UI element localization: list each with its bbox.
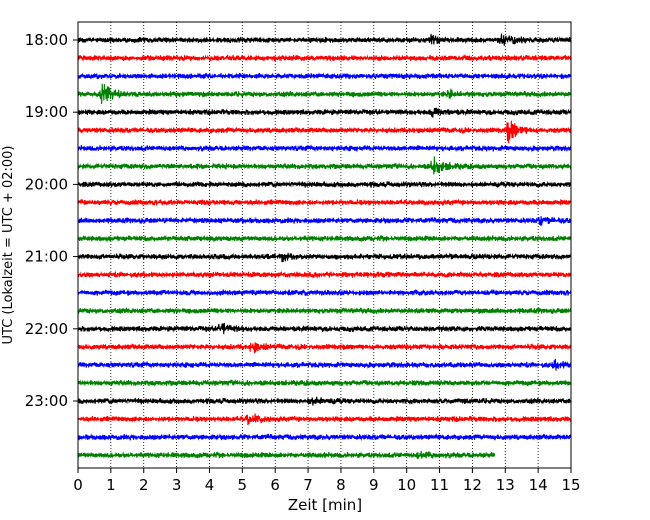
trace-2245 (77, 378, 572, 387)
y-axis-label: UTC (Lokalzeit = UTC + 02:00) (1, 146, 16, 345)
x-tick-label: 1 (106, 476, 116, 494)
x-tick-label: 14 (529, 476, 548, 494)
trace-2000 (77, 180, 572, 189)
x-tick-label: 0 (73, 476, 83, 494)
x-tick-label: 10 (397, 476, 416, 494)
trace-1945 (77, 156, 572, 175)
x-tick-label: 2 (139, 476, 149, 494)
x-tick-label: 8 (336, 476, 346, 494)
trace-1930 (77, 144, 572, 153)
trace-2115 (77, 270, 572, 279)
seismogram-traces (77, 33, 572, 459)
trace-2215 (77, 342, 572, 354)
y-axis-ticks: 18:00 19:00 20:00 21:00 22:00 23:00 (25, 31, 78, 410)
x-tick-label: 6 (270, 476, 280, 494)
x-tick-label: 9 (369, 476, 379, 494)
x-tick-label: 5 (238, 476, 248, 494)
y-tick-label: 20:00 (25, 175, 68, 193)
trace-1915 (77, 120, 572, 144)
y-tick-label: 23:00 (25, 392, 68, 410)
x-tick-label: 3 (172, 476, 182, 494)
grid-lines (110, 22, 539, 468)
trace-2145 (77, 307, 572, 315)
trace-2315 (77, 413, 572, 425)
trace-2200 (77, 322, 572, 335)
trace-2345 (77, 450, 496, 459)
x-tick-label: 13 (496, 476, 515, 494)
x-axis-label: Zeit [min] (288, 496, 362, 514)
x-tick-label: 12 (463, 476, 482, 494)
trace-2030 (77, 216, 572, 226)
trace-2300 (77, 396, 572, 406)
y-tick-label: 19:00 (25, 103, 68, 121)
x-axis-ticks: 0 1 2 3 4 5 6 7 8 9 10 11 12 13 14 15 (73, 468, 581, 494)
trace-2015 (77, 198, 572, 207)
y-tick-label: 22:00 (25, 320, 68, 338)
trace-1815 (77, 53, 572, 62)
plot-frame (77, 21, 572, 469)
trace-1800 (77, 33, 572, 46)
trace-2230 (77, 358, 572, 371)
trace-1830 (77, 72, 572, 81)
trace-2045 (77, 234, 572, 243)
y-tick-label: 18:00 (25, 31, 68, 49)
y-tick-label: 21:00 (25, 248, 68, 266)
x-tick-label: 4 (205, 476, 215, 494)
trace-1845 (77, 83, 572, 105)
x-tick-label: 11 (430, 476, 449, 494)
trace-2100 (77, 252, 572, 263)
trace-2130 (77, 288, 572, 297)
x-tick-label: 7 (303, 476, 313, 494)
trace-2330 (77, 433, 572, 442)
trace-1900 (77, 107, 572, 118)
x-tick-label: 15 (561, 476, 580, 494)
